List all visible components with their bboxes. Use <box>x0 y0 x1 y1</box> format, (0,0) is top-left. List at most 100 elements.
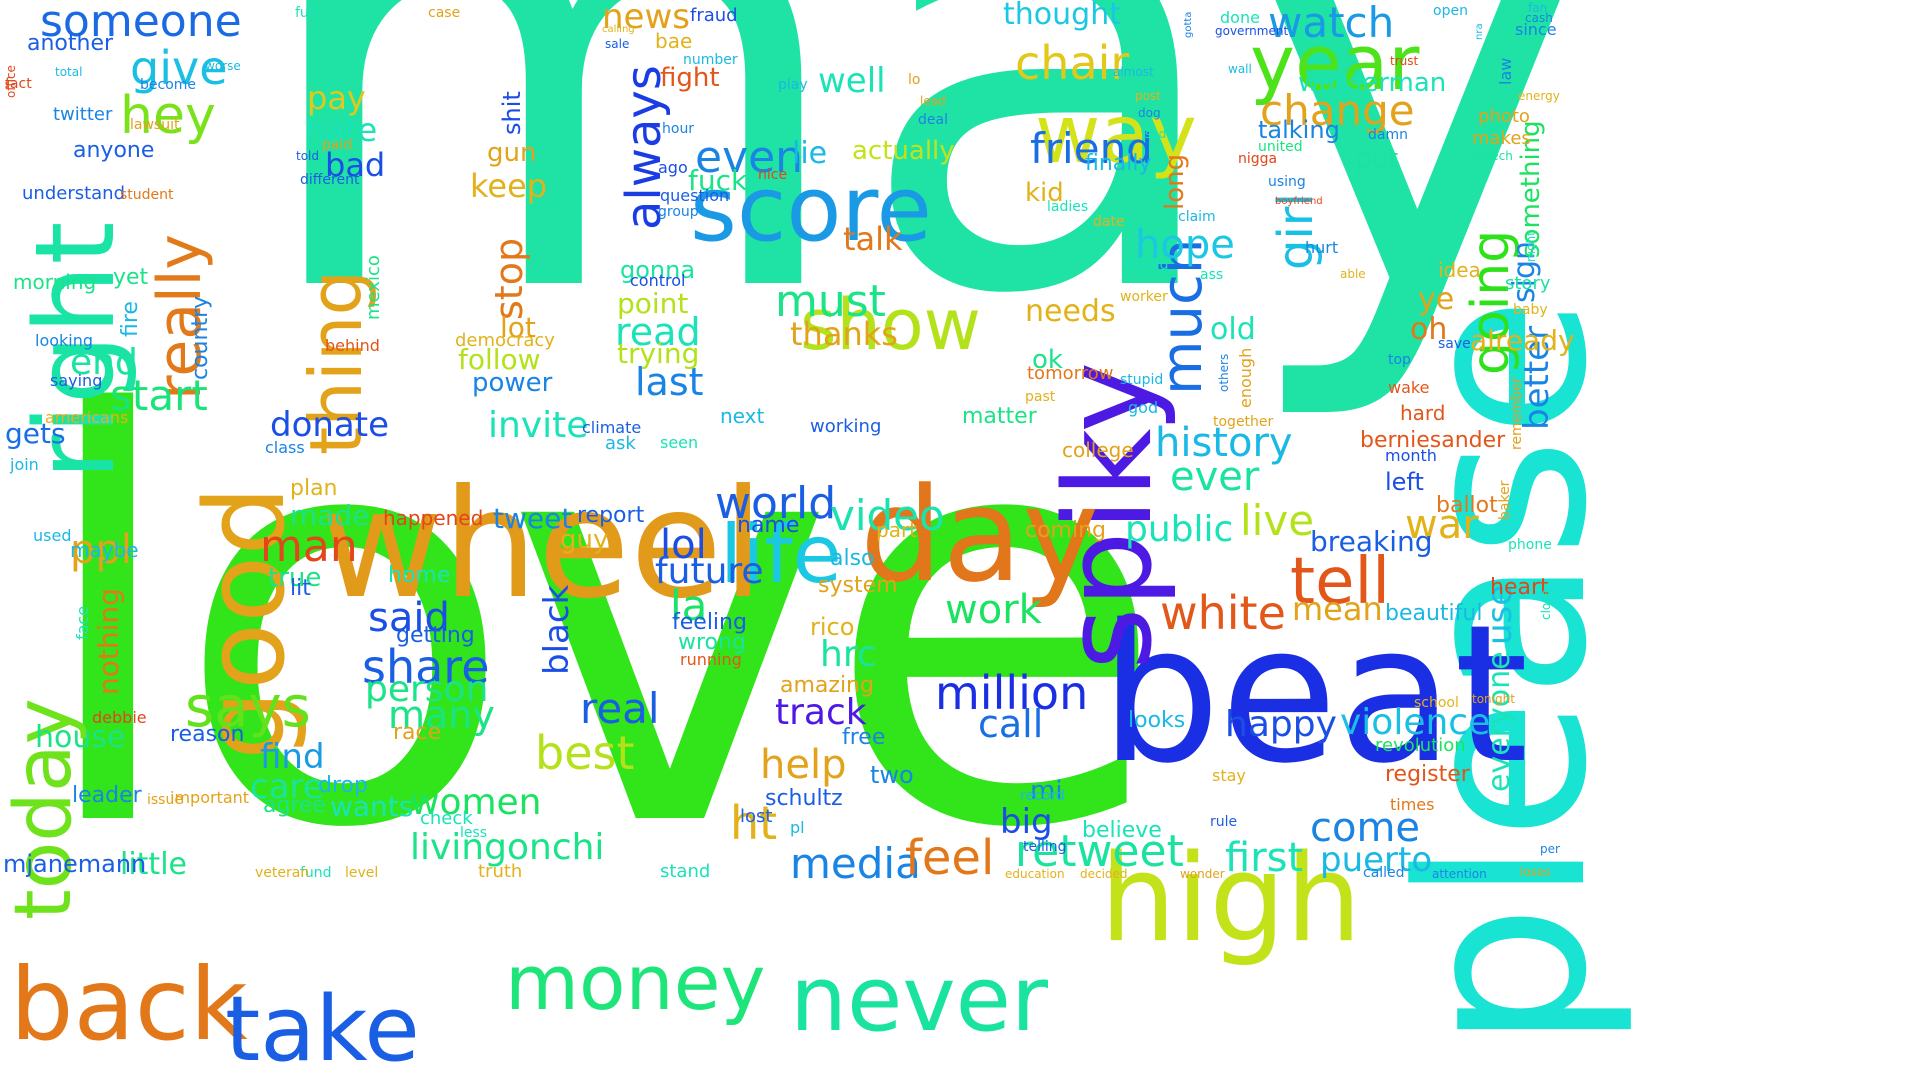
word-feel: feel <box>905 830 995 886</box>
word-history: history <box>1155 420 1293 466</box>
word-share: share <box>362 640 490 694</box>
word-wall: wall <box>1228 62 1252 76</box>
word-nothing: nothing <box>92 588 125 695</box>
word-decided: decided <box>1080 867 1128 881</box>
word-worse: worse <box>205 59 241 73</box>
word-ok: ok <box>1032 345 1063 375</box>
word-next: next <box>720 404 765 428</box>
word-already: already <box>1470 324 1575 357</box>
word-veteran: veteran <box>255 865 310 881</box>
word-join: join <box>10 455 39 474</box>
word-big: big <box>1000 802 1053 842</box>
word-running: running <box>680 650 742 669</box>
word-little: little <box>120 847 187 882</box>
word-dog: dog <box>1138 106 1161 120</box>
word-phone: phone <box>1508 537 1552 553</box>
word-track: track <box>775 692 867 733</box>
word-keep: keep <box>470 167 548 205</box>
word-open: open <box>1433 3 1468 19</box>
word-become: become <box>140 77 197 93</box>
word-god: god <box>1128 398 1159 417</box>
word-back: back <box>10 946 248 1063</box>
word-almost: almost <box>1113 65 1154 79</box>
word-looking: looking <box>35 331 94 350</box>
word-photo: photo <box>1478 106 1530 127</box>
word-baker: baker <box>1497 480 1513 520</box>
word-reason: reason <box>170 722 245 747</box>
word-race: race <box>393 720 442 745</box>
word-cash: cash <box>1525 11 1553 25</box>
word-ago: ago <box>658 158 688 177</box>
word-fan: fan <box>1528 1 1548 15</box>
word-work: work <box>945 587 1042 633</box>
word-different: different <box>300 172 360 188</box>
word-find: find <box>260 737 325 777</box>
word-kid: kid <box>1025 178 1064 208</box>
word-tomorrow: tomorrow <box>1027 363 1114 384</box>
word-less: less <box>460 825 488 841</box>
word-live: live <box>1240 496 1315 545</box>
word-love: love <box>30 299 1168 951</box>
word-gun: gun <box>487 138 537 168</box>
word-control: control <box>630 271 686 290</box>
word-maybe: maybe <box>70 538 139 562</box>
word-drop: drop <box>318 773 368 798</box>
word-must: must <box>775 276 886 327</box>
word-beautiful: beautiful <box>1385 601 1483 626</box>
word-class: class <box>265 438 305 457</box>
word-revolution: revolution <box>1375 735 1466 756</box>
word-news: news <box>602 0 690 37</box>
word-getting: getting <box>396 623 475 648</box>
word-point: point <box>617 287 689 320</box>
word-americans: americans <box>45 408 129 427</box>
word-gets: gets <box>5 417 66 450</box>
word-debbie: debbie <box>92 708 147 727</box>
word-seen: seen <box>660 433 699 452</box>
word-hrc: hrc <box>820 634 877 675</box>
word-stay: stay <box>1212 766 1246 785</box>
word-part: part <box>876 518 918 542</box>
word-put: put <box>1355 144 1399 174</box>
word-never: never <box>790 947 1049 1052</box>
word-office: office <box>4 65 18 98</box>
word-yet: yet <box>113 265 149 290</box>
word-hope: hope <box>1135 222 1235 268</box>
word-trying: trying <box>617 337 700 370</box>
word-breaking: breaking <box>1310 525 1433 558</box>
word-real: real <box>580 684 660 733</box>
word-call: call <box>978 702 1044 746</box>
word-even: even <box>695 132 804 183</box>
word-start: start <box>110 371 208 420</box>
word-happened: happened <box>383 506 484 530</box>
word-well: well <box>818 61 886 101</box>
word-talking: talking <box>1258 116 1340 144</box>
word-telling: telling <box>1023 839 1067 855</box>
word-working: working <box>810 416 882 437</box>
word-nigga: nigga <box>1238 151 1278 167</box>
word-democracy: democracy <box>455 330 555 351</box>
word-leader: leader <box>72 783 142 808</box>
word-thought: thought <box>1003 0 1121 32</box>
word-bad: bad <box>325 146 386 184</box>
word-times: times <box>1390 795 1435 814</box>
word-united: united <box>1258 139 1303 155</box>
word-law: law <box>1496 57 1515 85</box>
word-day: day <box>860 459 1100 611</box>
word-behind: behind <box>325 336 380 355</box>
word-speech: speech <box>1470 149 1513 163</box>
word-left: left <box>1385 468 1424 496</box>
word-fund: fund <box>300 865 332 881</box>
word-rico: rico <box>810 613 855 641</box>
word-life: life <box>720 508 842 601</box>
word-nra: nra <box>1474 23 1485 40</box>
word-world: world <box>715 478 837 529</box>
word-number: number <box>683 52 738 68</box>
word-looks: looks <box>1128 708 1186 733</box>
word-ppl: ppl <box>70 527 132 573</box>
word-needs: needs <box>1025 294 1116 329</box>
word-end: end <box>70 342 138 383</box>
word-morning: morning <box>13 270 97 294</box>
word-lot: lot <box>500 311 536 344</box>
word-sale: sale <box>605 37 630 51</box>
